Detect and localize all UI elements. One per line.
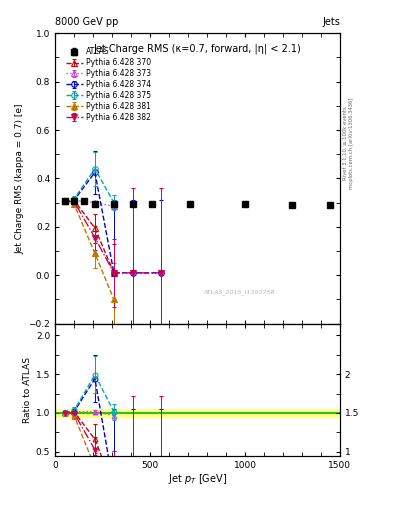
Legend: ATLAS, Pythia 6.428 370, Pythia 6.428 373, Pythia 6.428 374, Pythia 6.428 375, P: ATLAS, Pythia 6.428 370, Pythia 6.428 37… bbox=[64, 46, 152, 123]
Text: ATLAS_2015_I1393758: ATLAS_2015_I1393758 bbox=[203, 289, 275, 294]
Text: 8000 GeV pp: 8000 GeV pp bbox=[55, 16, 118, 27]
Y-axis label: Jet Charge RMS (kappa = 0.7) [e]: Jet Charge RMS (kappa = 0.7) [e] bbox=[15, 103, 24, 254]
Bar bbox=[55, 409, 340, 417]
Text: Jet Charge RMS (κ=0.7, forward, |η| < 2.1): Jet Charge RMS (κ=0.7, forward, |η| < 2.… bbox=[94, 44, 301, 54]
Text: Jets: Jets bbox=[322, 16, 340, 27]
Text: Rivet 3.1.10, ≥ 100k events: Rivet 3.1.10, ≥ 100k events bbox=[343, 106, 348, 180]
X-axis label: Jet $p_T$ [GeV]: Jet $p_T$ [GeV] bbox=[168, 472, 227, 486]
Y-axis label: Ratio to ATLAS: Ratio to ATLAS bbox=[23, 357, 31, 423]
Text: mcplots.cern.ch [arXiv:1306.3436]: mcplots.cern.ch [arXiv:1306.3436] bbox=[349, 98, 354, 189]
